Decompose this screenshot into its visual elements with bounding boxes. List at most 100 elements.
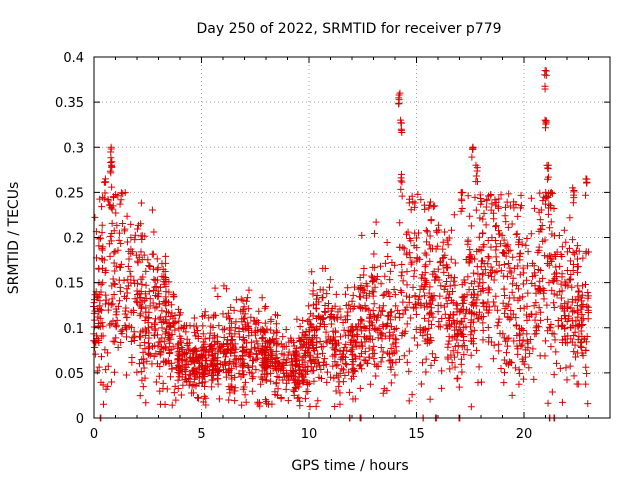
data-point: [363, 282, 371, 290]
data-point: [421, 249, 429, 257]
data-point: [539, 237, 547, 245]
data-point: [485, 254, 493, 262]
data-point: [185, 339, 193, 347]
data-point: [239, 306, 247, 314]
data-point: [389, 331, 397, 339]
data-point: [470, 290, 478, 298]
data-point: [137, 220, 145, 228]
data-point: [381, 272, 389, 280]
data-point: [223, 313, 231, 321]
data-point: [402, 230, 410, 238]
data-point: [514, 296, 522, 304]
data-point: [199, 398, 207, 406]
data-point: [296, 337, 304, 345]
data-point: [93, 367, 101, 375]
data-point: [378, 330, 386, 338]
data-point: [370, 313, 378, 321]
data-point: [168, 401, 176, 409]
data-point: [509, 253, 517, 261]
data-point: [524, 262, 532, 270]
data-point: [475, 233, 483, 241]
data-point: [392, 324, 400, 332]
data-point: [349, 344, 357, 352]
data-point: [332, 351, 340, 359]
data-point: [131, 231, 139, 239]
data-point: [571, 250, 579, 258]
data-point: [262, 396, 270, 404]
data-point: [419, 359, 427, 367]
data-point: [534, 265, 542, 273]
data-point: [492, 222, 500, 230]
data-point: [522, 241, 530, 249]
data-point: [372, 372, 380, 380]
data-point: [167, 335, 175, 343]
data-point: [492, 253, 500, 261]
data-point: [127, 279, 135, 287]
data-point: [446, 282, 454, 290]
data-point: [458, 368, 466, 376]
data-point: [479, 243, 487, 251]
data-point: [500, 356, 508, 364]
data-point: [320, 323, 328, 331]
data-point: [190, 370, 198, 378]
data-point: [438, 384, 446, 392]
data-point: [517, 204, 525, 212]
data-point: [478, 257, 486, 265]
data-point: [558, 338, 566, 346]
data-point: [122, 294, 130, 302]
data-point: [421, 263, 429, 271]
data-point: [104, 195, 112, 203]
data-point: [139, 383, 147, 391]
data-point: [248, 375, 256, 383]
data-point: [232, 363, 240, 371]
data-point: [422, 368, 430, 376]
data-point: [365, 326, 373, 334]
data-point: [139, 359, 147, 367]
data-point: [291, 362, 299, 370]
data-point: [313, 353, 321, 361]
data-point: [506, 202, 514, 210]
data-point: [148, 206, 156, 214]
data-point: [186, 322, 194, 330]
data-point: [182, 328, 190, 336]
data-point: [336, 347, 344, 355]
data-point: [211, 340, 219, 348]
data-point: [422, 251, 430, 259]
data-point: [488, 273, 496, 281]
data-point: [397, 287, 405, 295]
data-point: [412, 326, 420, 334]
data-point: [405, 367, 413, 375]
data-point: [479, 299, 487, 307]
data-point: [341, 372, 349, 380]
data-point: [131, 295, 139, 303]
data-point: [523, 337, 531, 345]
data-point: [295, 394, 303, 402]
data-point: [458, 305, 466, 313]
data-point: [247, 313, 255, 321]
data-point: [531, 269, 539, 277]
data-point: [370, 250, 378, 258]
data-point: [328, 320, 336, 328]
data-point: [267, 326, 275, 334]
data-point: [273, 328, 281, 336]
data-point: [251, 327, 259, 335]
data-point: [145, 288, 153, 296]
data-point: [331, 403, 339, 411]
data-point: [403, 281, 411, 289]
data-point: [325, 300, 333, 308]
data-point: [584, 292, 592, 300]
data-point: [121, 322, 129, 330]
data-point: [584, 306, 592, 314]
data-point: [488, 234, 496, 242]
data-point: [460, 351, 468, 359]
data-point: [326, 314, 334, 322]
data-point: [574, 282, 582, 290]
data-point: [464, 273, 472, 281]
data-point: [143, 357, 151, 365]
data-point: [577, 305, 585, 313]
data-point: [539, 197, 547, 205]
data-point: [426, 232, 434, 240]
data-point: [351, 283, 359, 291]
data-point: [134, 290, 142, 298]
data-point: [134, 257, 142, 265]
